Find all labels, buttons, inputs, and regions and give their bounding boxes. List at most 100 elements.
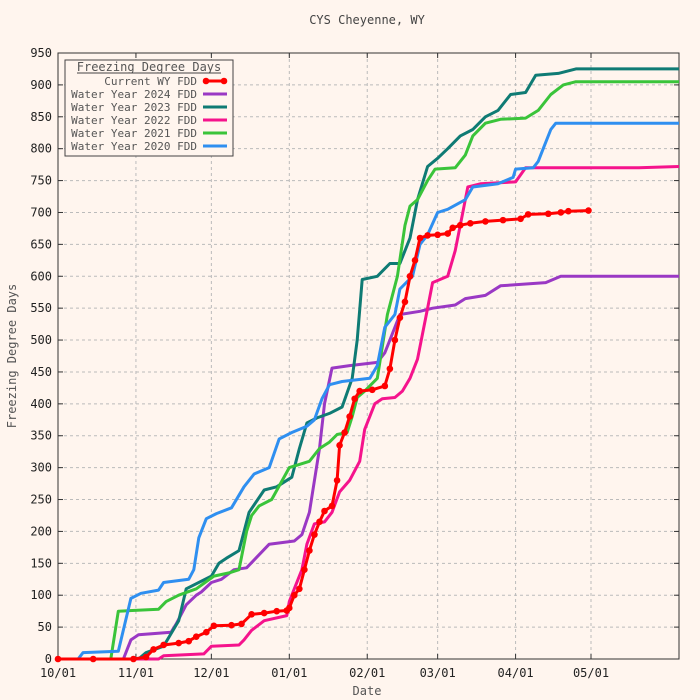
series-group bbox=[54, 67, 680, 663]
legend-title: Freezing Degree Days bbox=[77, 60, 222, 74]
series-marker bbox=[238, 620, 245, 628]
series-marker bbox=[585, 207, 592, 214]
series-marker bbox=[306, 547, 313, 554]
y-tick-label: 0 bbox=[45, 652, 52, 666]
legend-marker bbox=[202, 77, 210, 85]
series-marker bbox=[341, 429, 348, 436]
x-tick-label: 04/01 bbox=[498, 666, 534, 680]
series-marker bbox=[381, 382, 389, 390]
legend-marker bbox=[220, 77, 228, 85]
legend-label: Water Year 2021 FDD bbox=[71, 127, 197, 140]
series-marker bbox=[160, 641, 167, 649]
series-marker bbox=[434, 231, 441, 239]
series-marker bbox=[185, 637, 193, 645]
series-marker bbox=[368, 386, 376, 394]
series-marker bbox=[424, 232, 431, 239]
plot-border bbox=[57, 52, 680, 660]
series-marker bbox=[203, 628, 210, 636]
series-marker bbox=[260, 609, 268, 617]
series-marker bbox=[401, 298, 409, 306]
y-tick-label: 700 bbox=[30, 205, 52, 219]
x-tick-label: 12/01 bbox=[193, 666, 229, 680]
y-tick-label: 300 bbox=[30, 461, 52, 475]
series-marker bbox=[291, 591, 298, 599]
series-marker bbox=[406, 272, 414, 280]
series-marker bbox=[130, 655, 137, 663]
x-tick-label: 10/01 bbox=[40, 666, 76, 680]
series-marker bbox=[346, 413, 353, 420]
y-tick-label: 200 bbox=[30, 524, 52, 538]
series-marker bbox=[210, 622, 218, 630]
series-marker bbox=[482, 218, 489, 225]
series-marker bbox=[311, 531, 318, 538]
y-tick-label: 50 bbox=[38, 620, 52, 634]
series-marker bbox=[142, 653, 150, 661]
y-tick-label: 350 bbox=[30, 429, 52, 443]
series-marker bbox=[449, 224, 457, 232]
y-tick-label: 100 bbox=[30, 588, 52, 602]
legend-label: Water Year 2020 FDD bbox=[71, 140, 197, 153]
series-marker bbox=[296, 585, 303, 593]
y-tick-label: 150 bbox=[30, 556, 52, 570]
series-line bbox=[58, 67, 679, 661]
series-marker bbox=[175, 639, 182, 647]
series-marker bbox=[391, 336, 399, 344]
series-marker bbox=[286, 604, 293, 612]
series-marker bbox=[396, 314, 404, 322]
y-tick-label: 800 bbox=[30, 142, 52, 156]
series-marker bbox=[444, 230, 451, 237]
y-tick-label: 500 bbox=[30, 333, 52, 347]
y-tick-label: 400 bbox=[30, 397, 52, 411]
series-marker bbox=[228, 621, 235, 629]
series-marker bbox=[89, 655, 97, 663]
series-marker bbox=[356, 387, 364, 395]
series-marker bbox=[416, 234, 424, 242]
x-tick-label: 01/01 bbox=[271, 666, 307, 680]
legend-box bbox=[64, 59, 234, 157]
x-tick-label: 05/01 bbox=[573, 666, 609, 680]
series-marker bbox=[328, 502, 336, 510]
x-tick-label: 03/01 bbox=[420, 666, 456, 680]
y-tick-label: 450 bbox=[30, 365, 52, 379]
series-marker bbox=[411, 257, 419, 264]
series-marker bbox=[336, 442, 343, 449]
y-tick-label: 950 bbox=[30, 46, 52, 60]
y-tick-label: 900 bbox=[30, 78, 52, 92]
series-marker bbox=[557, 209, 565, 216]
series-marker bbox=[544, 210, 552, 218]
y-tick-label: 650 bbox=[30, 237, 52, 251]
series-marker bbox=[316, 518, 323, 526]
axes: 0 50 100 150 200 250 300 350 400 450 500 550 600 650 7… bbox=[30, 46, 680, 680]
series-marker bbox=[565, 207, 572, 215]
series-marker bbox=[150, 646, 157, 653]
series-line bbox=[58, 274, 679, 661]
series-marker bbox=[499, 216, 507, 224]
y-tick-label: 550 bbox=[30, 301, 52, 315]
series-marker bbox=[54, 655, 62, 663]
y-tick-label: 600 bbox=[30, 269, 52, 283]
series-marker bbox=[248, 611, 255, 618]
y-tick-label: 750 bbox=[30, 174, 52, 188]
y-tick-label: 250 bbox=[30, 493, 52, 507]
series-line bbox=[58, 165, 680, 661]
x-tick-label: 11/01 bbox=[118, 666, 154, 680]
x-tick-label: 02/01 bbox=[349, 666, 385, 680]
legend-label: Water Year 2022 FDD bbox=[71, 114, 197, 127]
y-axis-label: Freezing Degree Days bbox=[5, 284, 19, 429]
series-marker bbox=[386, 365, 394, 373]
legend-label: Water Year 2024 FDD bbox=[71, 88, 197, 101]
series-marker bbox=[351, 395, 358, 403]
legend-label: Current WY FDD bbox=[104, 75, 197, 88]
series-marker bbox=[273, 607, 281, 615]
x-axis-label: Date bbox=[353, 684, 382, 698]
series-marker bbox=[456, 221, 464, 229]
series-marker bbox=[333, 477, 341, 484]
series-marker bbox=[517, 215, 524, 223]
series-marker bbox=[321, 507, 328, 515]
series-marker bbox=[301, 566, 308, 573]
chart-title: CYS Cheyenne, WY bbox=[309, 13, 425, 27]
series-line bbox=[58, 209, 589, 661]
legend-label: Water Year 2023 FDD bbox=[71, 101, 197, 114]
